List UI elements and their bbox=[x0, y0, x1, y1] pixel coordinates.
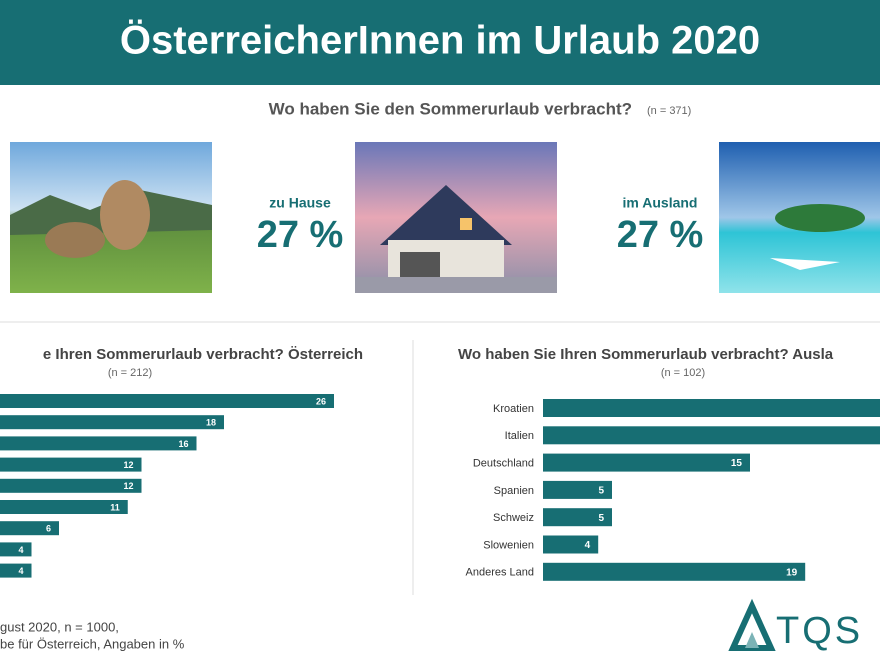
value-label: 5 bbox=[598, 513, 604, 524]
bar bbox=[543, 480, 612, 499]
footnote: gust 2020, n = 1000, bbox=[0, 619, 119, 634]
bar bbox=[543, 399, 880, 417]
bar bbox=[543, 562, 806, 581]
bar bbox=[0, 521, 59, 536]
category-label: Anderes Land bbox=[466, 567, 535, 579]
chart-title: e Ihren Sommerurlaub verbracht? Österrei… bbox=[43, 346, 363, 363]
bar bbox=[543, 453, 750, 472]
bar bbox=[0, 436, 197, 451]
bar bbox=[0, 500, 128, 514]
stat-label: im Ausland bbox=[623, 195, 698, 211]
logo: TQS bbox=[728, 598, 863, 652]
stat-value: 27 % bbox=[257, 214, 344, 256]
bar bbox=[543, 508, 612, 527]
value-label: 19 bbox=[786, 567, 798, 578]
image-house bbox=[355, 142, 557, 293]
bar bbox=[0, 478, 142, 493]
value-label: 15 bbox=[731, 458, 743, 469]
footnote: be für Österreich, Angaben in % bbox=[0, 636, 185, 651]
bar bbox=[0, 542, 32, 557]
bar bbox=[543, 535, 599, 554]
value-label: 12 bbox=[123, 481, 133, 491]
stat-label: zu Hause bbox=[269, 195, 331, 211]
chart-title: Wo haben Sie Ihren Sommerurlaub verbrach… bbox=[458, 346, 834, 363]
bar bbox=[0, 563, 32, 578]
category-label: Slowenien bbox=[483, 539, 534, 551]
value-label: 11 bbox=[110, 502, 120, 512]
value-label: 4 bbox=[18, 566, 23, 576]
logo-text: TQS bbox=[776, 610, 863, 652]
header-bar bbox=[0, 0, 880, 85]
bar bbox=[0, 415, 224, 430]
question-n: (n = 371) bbox=[647, 105, 691, 117]
chart-subtitle: (n = 102) bbox=[661, 367, 705, 379]
category-label: Spanien bbox=[494, 485, 534, 497]
value-label: 16 bbox=[178, 439, 188, 449]
value-label: 18 bbox=[206, 418, 216, 428]
bar bbox=[543, 426, 880, 445]
value-label: 26 bbox=[316, 396, 326, 406]
stat-value: 27 % bbox=[617, 214, 704, 256]
bar bbox=[0, 394, 334, 408]
image-beach bbox=[719, 142, 880, 293]
chart-subtitle: (n = 212) bbox=[108, 367, 152, 379]
value-label: 12 bbox=[123, 460, 133, 470]
value-label: 4 bbox=[585, 540, 591, 551]
category-label: Schweiz bbox=[493, 512, 534, 524]
value-label: 5 bbox=[598, 486, 604, 497]
bar bbox=[0, 457, 142, 472]
category-label: Kroatien bbox=[493, 403, 534, 415]
value-label: 4 bbox=[18, 545, 23, 555]
image-cows bbox=[10, 142, 212, 293]
category-label: Italien bbox=[505, 430, 534, 442]
value-label: 6 bbox=[46, 524, 51, 534]
title: ÖsterreicherInnen im Urlaub 2020 bbox=[120, 18, 760, 63]
question: Wo haben Sie den Sommerurlaub verbracht? bbox=[269, 99, 632, 118]
category-label: Deutschland bbox=[473, 458, 534, 470]
